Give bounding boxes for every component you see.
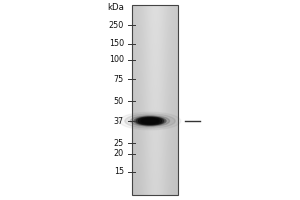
Text: 75: 75 xyxy=(114,74,124,84)
Text: 100: 100 xyxy=(109,55,124,64)
Text: 20: 20 xyxy=(114,150,124,158)
Text: 50: 50 xyxy=(114,97,124,106)
Ellipse shape xyxy=(134,116,166,126)
Text: 25: 25 xyxy=(114,138,124,148)
Bar xyxy=(132,5,178,195)
Text: 37: 37 xyxy=(114,116,124,126)
Ellipse shape xyxy=(119,112,181,130)
Ellipse shape xyxy=(138,118,162,124)
Ellipse shape xyxy=(136,117,164,125)
Text: kDa: kDa xyxy=(107,3,124,12)
Ellipse shape xyxy=(125,114,175,128)
Text: 15: 15 xyxy=(114,168,124,176)
Text: 150: 150 xyxy=(109,40,124,48)
Text: 250: 250 xyxy=(109,21,124,29)
Ellipse shape xyxy=(141,118,159,124)
Ellipse shape xyxy=(130,115,170,127)
